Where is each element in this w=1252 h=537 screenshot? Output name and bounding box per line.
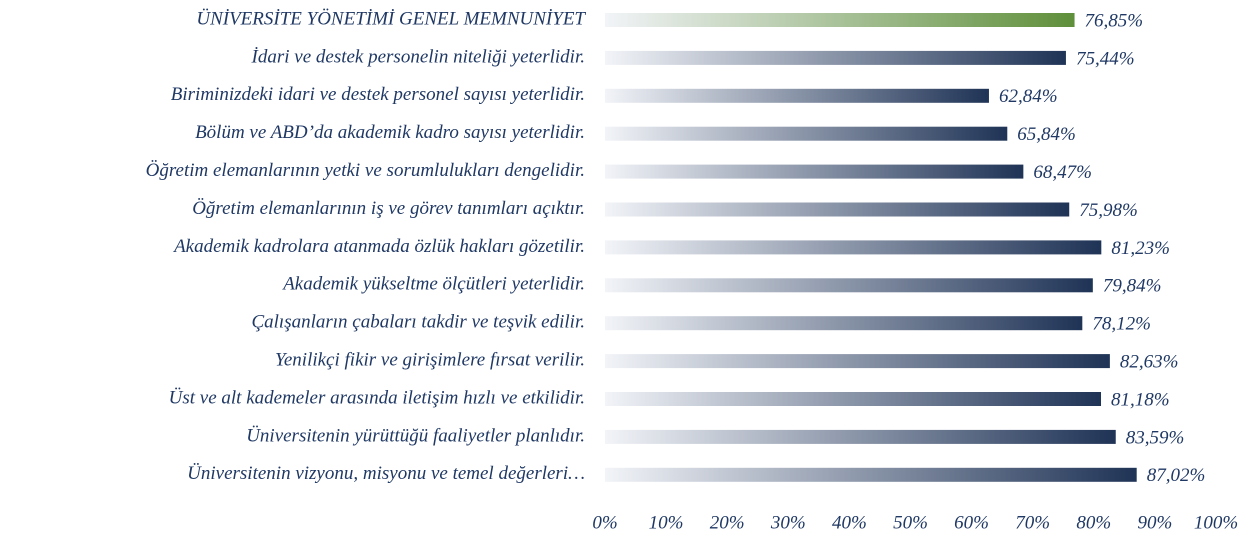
x-tick-label: 70% <box>1015 512 1050 533</box>
value-label: 82,63% <box>1120 351 1179 372</box>
value-label: 68,47% <box>1033 162 1092 183</box>
category-label: Üst ve alt kademeler arasında iletişim h… <box>169 387 585 408</box>
x-tick-label: 20% <box>710 512 745 533</box>
category-label: Üniversitenin yürüttüğü faaliyetler plan… <box>246 425 585 446</box>
category-label: ÜNİVERSİTE YÖNETİMİ GENEL MEMNUNİYET <box>196 8 586 29</box>
bar <box>605 13 1075 27</box>
x-tick-label: 40% <box>832 512 867 533</box>
x-tick-label: 0% <box>592 512 617 533</box>
x-tick-label: 10% <box>649 512 684 533</box>
bar <box>605 126 1008 141</box>
value-label: 83,59% <box>1126 427 1185 448</box>
x-tick-label: 30% <box>770 512 806 533</box>
category-label: Çalışanların çabaları takdir ve teşvik e… <box>251 312 585 333</box>
value-label: 81,23% <box>1111 238 1170 259</box>
bar <box>605 467 1137 482</box>
category-label: Öğretim elemanlarının iş ve görev tanıml… <box>192 198 585 219</box>
category-label: Akademik yükseltme ölçütleri yeterlidir. <box>281 274 585 295</box>
value-label: 78,12% <box>1092 314 1151 335</box>
x-tick-label: 100% <box>1194 512 1238 533</box>
bar <box>605 392 1102 406</box>
bar <box>605 316 1083 331</box>
category-label: Öğretim elemanlarının yetki ve sorumlulu… <box>146 160 585 181</box>
bar <box>605 164 1024 179</box>
value-label: 62,84% <box>999 86 1058 107</box>
x-tick-label: 50% <box>893 512 928 533</box>
value-label: 81,18% <box>1111 389 1170 410</box>
x-tick-label: 80% <box>1076 512 1111 533</box>
bar <box>605 50 1066 65</box>
bar <box>605 240 1102 255</box>
category-label: Biriminizdeki idari ve destek personel s… <box>171 84 585 105</box>
category-label: Bölüm ve ABD’da akademik kadro sayısı ye… <box>195 122 585 143</box>
bar <box>605 88 989 103</box>
x-tick-label: 60% <box>954 512 989 533</box>
category-label: Üniversitenin vizyonu, misyonu ve temel … <box>187 463 585 484</box>
category-label: Yenilikçi fikir ve girişimlere fırsat ve… <box>275 349 585 370</box>
bar <box>605 429 1116 444</box>
x-tick-label: 90% <box>1137 512 1172 533</box>
value-label: 65,84% <box>1017 124 1076 145</box>
bar <box>605 354 1110 369</box>
category-label: İdari ve destek personelin niteliği yete… <box>251 46 585 67</box>
value-label: 87,02% <box>1147 465 1206 486</box>
value-label: 76,85% <box>1085 10 1144 31</box>
value-label: 75,44% <box>1076 48 1135 69</box>
value-label: 79,84% <box>1103 276 1162 297</box>
value-label: 75,98% <box>1079 200 1138 221</box>
bar <box>605 278 1093 293</box>
category-label: Akademik kadrolara atanmada özlük haklar… <box>172 236 585 257</box>
bar <box>605 202 1070 217</box>
